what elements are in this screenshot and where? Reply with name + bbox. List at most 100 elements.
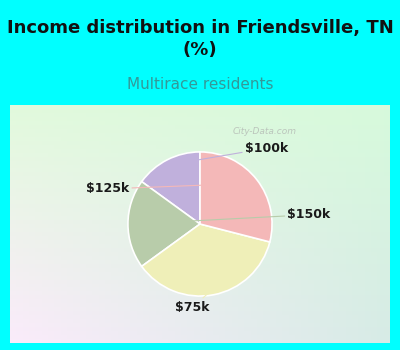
Bar [130,212,137,216]
Bar [358,275,365,280]
Bar [327,164,333,168]
Bar [42,184,48,188]
Bar [143,232,149,236]
Bar [346,260,352,264]
Bar [276,153,282,156]
Bar [137,208,143,212]
Bar [149,240,156,244]
Bar [29,149,35,153]
Bar [276,156,282,161]
Bar [194,327,200,331]
Bar [276,121,282,125]
Bar [149,117,156,121]
Bar [80,212,86,216]
Bar [168,137,175,141]
Bar [327,176,333,180]
Bar [156,121,162,125]
Bar [73,208,80,212]
Bar [320,303,327,307]
Bar [352,323,358,327]
Bar [61,180,67,184]
Bar [257,319,263,323]
Bar [327,220,333,224]
Bar [124,287,130,292]
Bar [105,264,111,268]
Bar [352,299,358,303]
Bar [251,129,257,133]
Bar [365,252,371,256]
Bar [194,335,200,339]
Bar [339,335,346,339]
Bar [365,188,371,192]
Bar [251,208,257,212]
Bar [42,248,48,252]
Bar [314,173,320,176]
Bar [358,180,365,184]
Bar [301,311,308,315]
Bar [92,161,99,164]
Bar [99,232,105,236]
Bar [320,275,327,280]
Bar [225,256,232,260]
Bar [187,176,194,180]
Bar [320,272,327,275]
Bar [99,252,105,256]
Bar [29,125,35,129]
Bar [175,184,181,188]
Bar [219,184,225,188]
Bar [10,335,16,339]
Bar [320,319,327,323]
Bar [194,323,200,327]
Bar [118,164,124,168]
Bar [143,292,149,295]
Bar [86,284,92,287]
Bar [194,168,200,173]
Bar [263,105,270,109]
Bar [257,192,263,196]
Bar [130,137,137,141]
Bar [73,268,80,272]
Bar [339,236,346,240]
Bar [175,232,181,236]
Bar [365,323,371,327]
Bar [99,133,105,137]
Bar [124,319,130,323]
Bar [327,208,333,212]
Bar [384,236,390,240]
Bar [276,268,282,272]
Bar [308,176,314,180]
Bar [67,145,73,149]
Bar [301,149,308,153]
Bar [143,220,149,224]
Bar [168,113,175,117]
Bar [225,268,232,272]
Bar [384,331,390,335]
Bar [358,224,365,228]
Bar [232,331,238,335]
Bar [73,141,80,145]
Bar [213,260,219,264]
Bar [80,315,86,319]
Bar [339,173,346,176]
Bar [320,280,327,284]
Bar [308,240,314,244]
Bar [358,311,365,315]
Bar [352,192,358,196]
Bar [257,299,263,303]
Bar [377,275,384,280]
Bar [23,224,29,228]
Bar [187,272,194,275]
Bar [213,268,219,272]
Bar [289,137,295,141]
Bar [23,125,29,129]
Bar [352,164,358,168]
Bar [42,208,48,212]
Bar [118,295,124,299]
Bar [67,240,73,244]
Bar [282,272,289,275]
Bar [105,315,111,319]
Bar [276,327,282,331]
Bar [358,236,365,240]
Bar [244,125,251,129]
Bar [67,228,73,232]
